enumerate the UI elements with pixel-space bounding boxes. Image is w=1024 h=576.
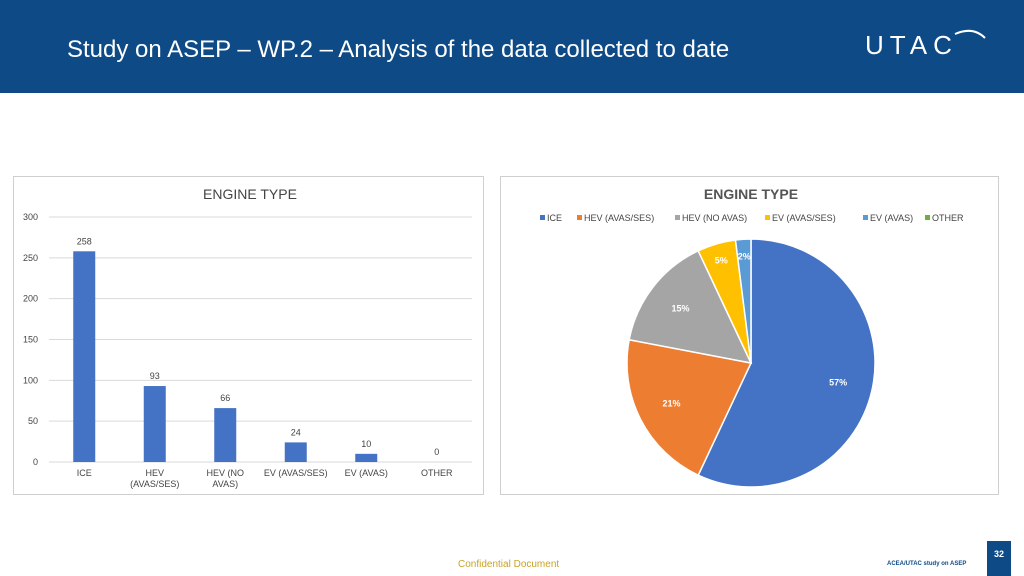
pie-slice [697,238,876,488]
bar-chart: ENGINE TYPE050100150200250300258ICE93HEV… [23,186,472,489]
x-tick-label: HEV (NO [206,468,244,478]
bar [284,442,307,462]
bar-data-label: 24 [291,427,301,437]
legend-swatch [540,215,545,220]
legend-label: EV (AVAS) [870,213,913,223]
pie-chart-title: ENGINE TYPE [704,186,798,202]
pie-data-label: 5% [715,256,728,266]
utac-logo-text: UTAC [865,30,958,60]
logo-swoosh [954,29,986,39]
pie-slice [734,238,752,364]
y-tick-label: 200 [23,294,38,304]
utac-logo: UTAC [865,29,986,60]
bar-data-label: 0 [434,447,439,457]
legend-label: HEV (NO AVAS) [682,213,747,223]
y-tick-label: 250 [23,253,38,263]
study-label: ACEA/UTAC study on ASEP [887,561,967,567]
legend-swatch [863,215,868,220]
y-tick-label: 100 [23,375,38,385]
y-tick-label: 300 [23,212,38,222]
x-tick-label: OTHER [421,468,453,478]
header-bar: Study on ASEP – WP.2 – Analysis of the d… [0,0,1024,93]
bar-data-label: 10 [361,439,371,449]
x-tick-label: EV (AVAS) [345,468,388,478]
bar-data-label: 258 [77,236,92,246]
legend-swatch [577,215,582,220]
bar-chart-title: ENGINE TYPE [203,186,297,202]
pie-data-label: 21% [662,399,680,409]
y-tick-label: 50 [28,416,38,426]
bar [143,386,166,462]
bar [73,251,96,462]
x-tick-label: ICE [77,468,92,478]
page-number: 32 [987,541,1011,576]
legend-label: ICE [547,213,562,223]
legend-swatch [675,215,680,220]
x-tick-label: HEV [145,468,164,478]
legend-label: OTHER [932,213,964,223]
legend-swatch [925,215,930,220]
bar [355,453,378,462]
pie-data-label: 2% [738,252,751,262]
bar-chart-panel: ENGINE TYPE 0 50 100 150 200 250 300 258 ICE 93 HEV… [13,176,484,495]
page-title: Study on ASEP – WP.2 – Analysis of the d… [67,36,730,63]
x-tick-label: AVAS) [212,479,238,489]
legend-label: HEV (AVAS/SES) [584,213,654,223]
pie-data-label: 57% [829,377,847,387]
pie-chart-panel: ENGINE TYPE ICE HEV (AVAS/SES) HEV (NO AVAS… [500,176,999,495]
confidential-label: Confidential Document [458,559,560,570]
bar [214,408,237,462]
y-tick-label: 0 [33,457,38,467]
x-tick-label: (AVAS/SES) [130,479,179,489]
pie-slice [628,249,753,365]
legend-label: EV (AVAS/SES) [772,213,836,223]
y-tick-label: 150 [23,335,38,345]
pie-chart: ENGINE TYPE ICE HEV (AVAS/SES) HEV (NO AVAS… [540,186,964,488]
pie-data-label: 15% [671,303,689,313]
x-tick-label: EV (AVAS/SES) [264,468,328,478]
bar-data-label: 93 [150,371,160,381]
pie-slice [626,338,753,477]
legend-swatch [765,215,770,220]
bar-data-label: 66 [220,393,230,403]
